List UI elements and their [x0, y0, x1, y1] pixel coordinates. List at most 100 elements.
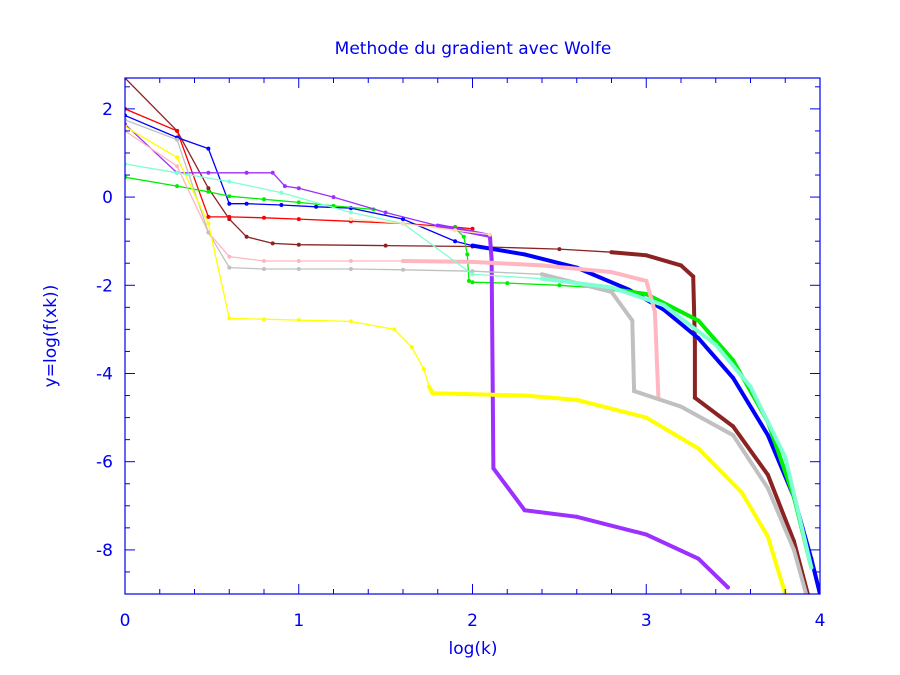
data-point	[644, 292, 649, 297]
data-point	[713, 342, 718, 347]
data-point	[470, 226, 475, 231]
data-point	[791, 539, 796, 544]
data-point	[491, 466, 496, 471]
series-line-1	[125, 108, 473, 230]
data-point	[696, 446, 701, 451]
data-point	[383, 243, 388, 248]
data-point	[282, 184, 287, 189]
data-point	[691, 274, 696, 279]
data-point	[696, 318, 701, 323]
data-point	[644, 532, 649, 537]
data-point	[348, 267, 353, 271]
data-point	[765, 486, 770, 491]
data-point	[401, 267, 405, 272]
y-axis-label: y=log(f(xk))	[41, 285, 61, 388]
data-point	[279, 203, 284, 207]
data-point	[279, 190, 284, 195]
data-point	[470, 272, 475, 277]
data-point	[244, 201, 249, 206]
data-point	[348, 319, 353, 324]
data-point	[644, 278, 649, 283]
data-point	[401, 217, 405, 222]
data-point	[661, 307, 666, 312]
y-tick-label: 0	[102, 188, 113, 208]
data-point	[470, 392, 475, 397]
data-point	[574, 397, 579, 402]
series-line-6	[125, 130, 660, 398]
series-line-3	[125, 176, 374, 211]
data-point	[644, 253, 649, 258]
data-point	[296, 217, 301, 222]
data-point	[227, 214, 232, 219]
data-point	[505, 281, 510, 286]
data-point	[557, 283, 562, 288]
data-point	[270, 241, 275, 246]
data-point	[765, 534, 770, 539]
series-dense-8	[427, 384, 788, 594]
x-tick-label: 4	[815, 611, 826, 631]
data-point	[175, 184, 180, 189]
data-point	[609, 270, 614, 275]
data-point	[679, 263, 683, 268]
data-point	[270, 170, 275, 175]
data-point	[206, 189, 211, 194]
data-point	[470, 243, 475, 248]
data-point	[262, 259, 266, 263]
data-point	[175, 137, 180, 142]
data-point	[765, 433, 770, 438]
data-point	[679, 404, 683, 409]
series-line-8	[125, 125, 786, 594]
data-point	[296, 186, 301, 191]
data-point	[731, 375, 736, 380]
data-point	[765, 472, 770, 477]
data-point	[470, 269, 475, 274]
data-point	[227, 254, 232, 259]
data-point	[348, 259, 353, 263]
data-point	[409, 345, 414, 349]
data-point	[296, 242, 301, 247]
y-tick-label: -6	[96, 453, 113, 473]
data-point	[557, 247, 562, 252]
data-point	[227, 179, 232, 184]
data-point	[244, 234, 249, 239]
data-point	[383, 210, 388, 215]
data-point	[227, 201, 232, 206]
series-dense-6	[401, 259, 661, 400]
data-point	[430, 391, 435, 396]
data-point	[262, 215, 266, 220]
data-point	[175, 164, 180, 169]
data-point	[609, 285, 614, 290]
data-point	[540, 272, 544, 277]
data-point	[470, 280, 475, 285]
y-tick-label: -4	[96, 364, 113, 384]
data-point	[540, 276, 544, 281]
data-point	[731, 424, 736, 429]
data-point	[725, 585, 730, 590]
x-axis-label: log(k)	[448, 639, 497, 659]
data-point	[453, 239, 458, 244]
data-point	[540, 263, 544, 268]
chart-title: Methode du gradient avec Wolfe	[335, 39, 612, 59]
data-point	[739, 490, 744, 495]
series-line-2	[125, 114, 820, 594]
data-point	[348, 210, 353, 215]
series-layer	[125, 78, 820, 594]
series-line-9	[125, 163, 812, 568]
data-point	[809, 565, 814, 570]
data-point	[175, 170, 180, 175]
series-dense-4	[609, 286, 814, 570]
data-point	[262, 317, 266, 322]
data-point	[489, 256, 494, 261]
series-line-10	[350, 218, 490, 236]
data-point	[692, 395, 697, 400]
data-point	[296, 267, 301, 271]
data-point	[206, 186, 211, 191]
data-point	[296, 200, 301, 205]
data-point	[644, 415, 649, 420]
data-point	[522, 393, 527, 398]
data-point	[470, 259, 475, 264]
data-point	[696, 336, 701, 341]
data-point	[574, 514, 579, 519]
data-point	[175, 128, 180, 133]
x-tick-label: 2	[467, 611, 478, 631]
